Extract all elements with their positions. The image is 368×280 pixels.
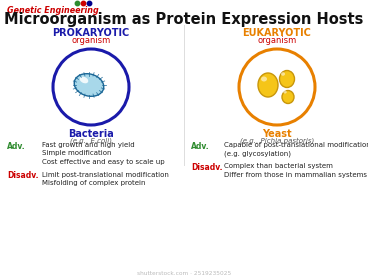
- Text: Simple modification: Simple modification: [42, 151, 112, 157]
- Ellipse shape: [281, 72, 285, 76]
- Text: Microorganism as Protein Expression Hosts: Microorganism as Protein Expression Host…: [4, 12, 364, 27]
- Text: Disadv.: Disadv.: [7, 171, 39, 181]
- Text: (e.g., Pichia pastoris): (e.g., Pichia pastoris): [240, 137, 314, 144]
- Ellipse shape: [74, 74, 104, 96]
- Text: Genetic Engineering: Genetic Engineering: [7, 6, 99, 15]
- Text: Bacteria: Bacteria: [68, 129, 114, 139]
- Ellipse shape: [261, 76, 267, 81]
- Text: (e.g., E.coli): (e.g., E.coli): [70, 137, 112, 143]
- Ellipse shape: [283, 90, 287, 94]
- Text: Differ from those in mammalian systems: Differ from those in mammalian systems: [224, 171, 367, 178]
- Text: Limit post-translational modification: Limit post-translational modification: [42, 171, 169, 178]
- Text: organism: organism: [257, 36, 297, 45]
- Text: Complex than bacterial system: Complex than bacterial system: [224, 163, 333, 169]
- Ellipse shape: [280, 71, 294, 87]
- Text: Disadv.: Disadv.: [191, 163, 223, 172]
- Text: organism: organism: [71, 36, 111, 45]
- Text: EUKARYOTIC: EUKARYOTIC: [243, 28, 311, 38]
- Text: Adv.: Adv.: [191, 142, 210, 151]
- Text: (e.g. glycosylation): (e.g. glycosylation): [224, 151, 291, 157]
- Ellipse shape: [258, 73, 278, 97]
- Text: Misfolding of complex protein: Misfolding of complex protein: [42, 180, 145, 186]
- Text: Yeast: Yeast: [262, 129, 292, 139]
- Text: PROKARYOTIC: PROKARYOTIC: [52, 28, 130, 38]
- Text: Cost effective and easy to scale up: Cost effective and easy to scale up: [42, 159, 164, 165]
- Ellipse shape: [80, 77, 88, 83]
- Text: Capable of post-translational modifications: Capable of post-translational modificati…: [224, 142, 368, 148]
- Ellipse shape: [282, 90, 294, 104]
- Text: Fast growth and high yield: Fast growth and high yield: [42, 142, 135, 148]
- Text: Adv.: Adv.: [7, 142, 26, 151]
- Text: shutterstock.com · 2519235025: shutterstock.com · 2519235025: [137, 271, 231, 276]
